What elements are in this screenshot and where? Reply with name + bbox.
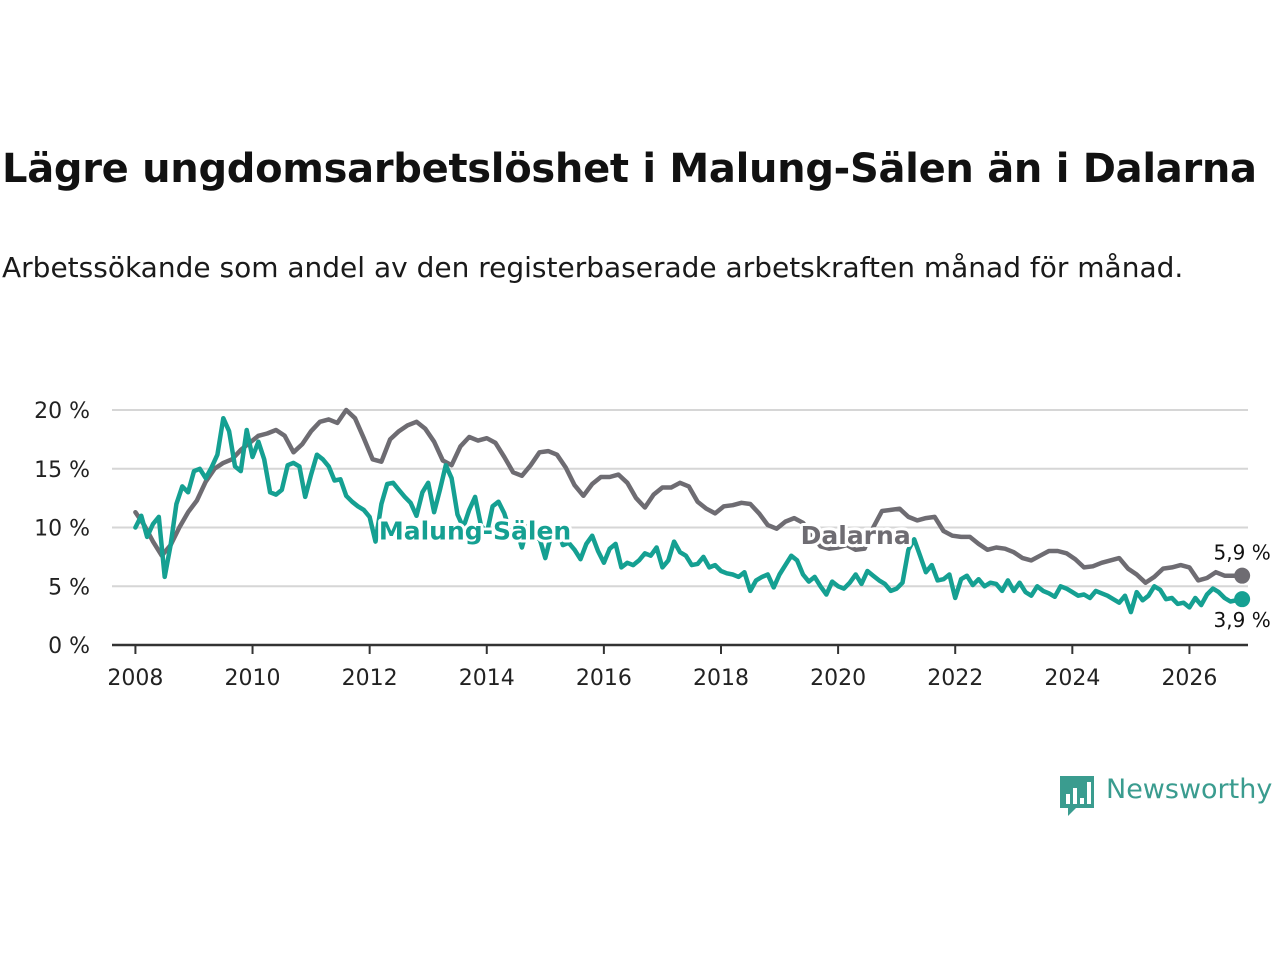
series-line-dalarna <box>133 407 1245 585</box>
x-tick-label: 2024 <box>1044 666 1100 691</box>
end-label-malung-s-len: 3,9 % <box>1214 608 1271 632</box>
line-chart: 0 %5 %10 %15 %20 % 2008 2010 2012 2014 2016 2… <box>34 399 1271 691</box>
x-tick-label: 2018 <box>693 666 749 691</box>
newsworthy-logo: Newsworthy <box>1058 774 1278 818</box>
y-axis: 0 % 5 % 10 % 15 % 20 % <box>34 399 90 659</box>
x-tick-label: 2012 <box>342 666 398 691</box>
series-name-dalarna: Dalarna <box>801 521 911 550</box>
series-labels: 5,9 % 3,9 % Dalarna Malung-Sälen <box>376 513 1271 632</box>
x-tick-label: 2014 <box>459 666 515 691</box>
x-tick-label: 2010 <box>225 666 281 691</box>
series-lines <box>133 407 1251 615</box>
y-tick-label: 5 % <box>48 575 90 600</box>
end-label-dalarna: 5,9 % <box>1214 541 1271 565</box>
series-line-malung-s-len <box>133 415 1245 615</box>
y-tick-label: 20 % <box>34 399 90 424</box>
newsworthy-logo-icon <box>1060 776 1094 816</box>
y-tick-label: 15 % <box>34 458 90 483</box>
chart-subtitle: Arbetssökande som andel av den registerb… <box>2 251 1184 284</box>
x-tick-label: 2022 <box>927 666 983 691</box>
x-axis: 2008 2010 2012 2014 2016 2018 2020 2022 2024 2026 <box>107 643 1248 691</box>
x-tick-label: 2008 <box>107 666 163 691</box>
x-tick-label: 2016 <box>576 666 632 691</box>
end-point-malung-s-len <box>1234 591 1251 608</box>
y-tick-label: 0 % <box>48 634 90 659</box>
chart-title: Lägre ungdomsarbetslöshet i Malung-Sälen… <box>2 146 1257 192</box>
x-tick-label: 2020 <box>810 666 866 691</box>
y-tick-label: 10 % <box>34 517 90 542</box>
end-point-dalarna <box>1234 567 1251 584</box>
series-name-malung-s-len: Malung-Sälen <box>379 516 571 545</box>
x-tick-label: 2026 <box>1161 666 1217 691</box>
newsworthy-logo-text: Newsworthy <box>1106 774 1273 805</box>
